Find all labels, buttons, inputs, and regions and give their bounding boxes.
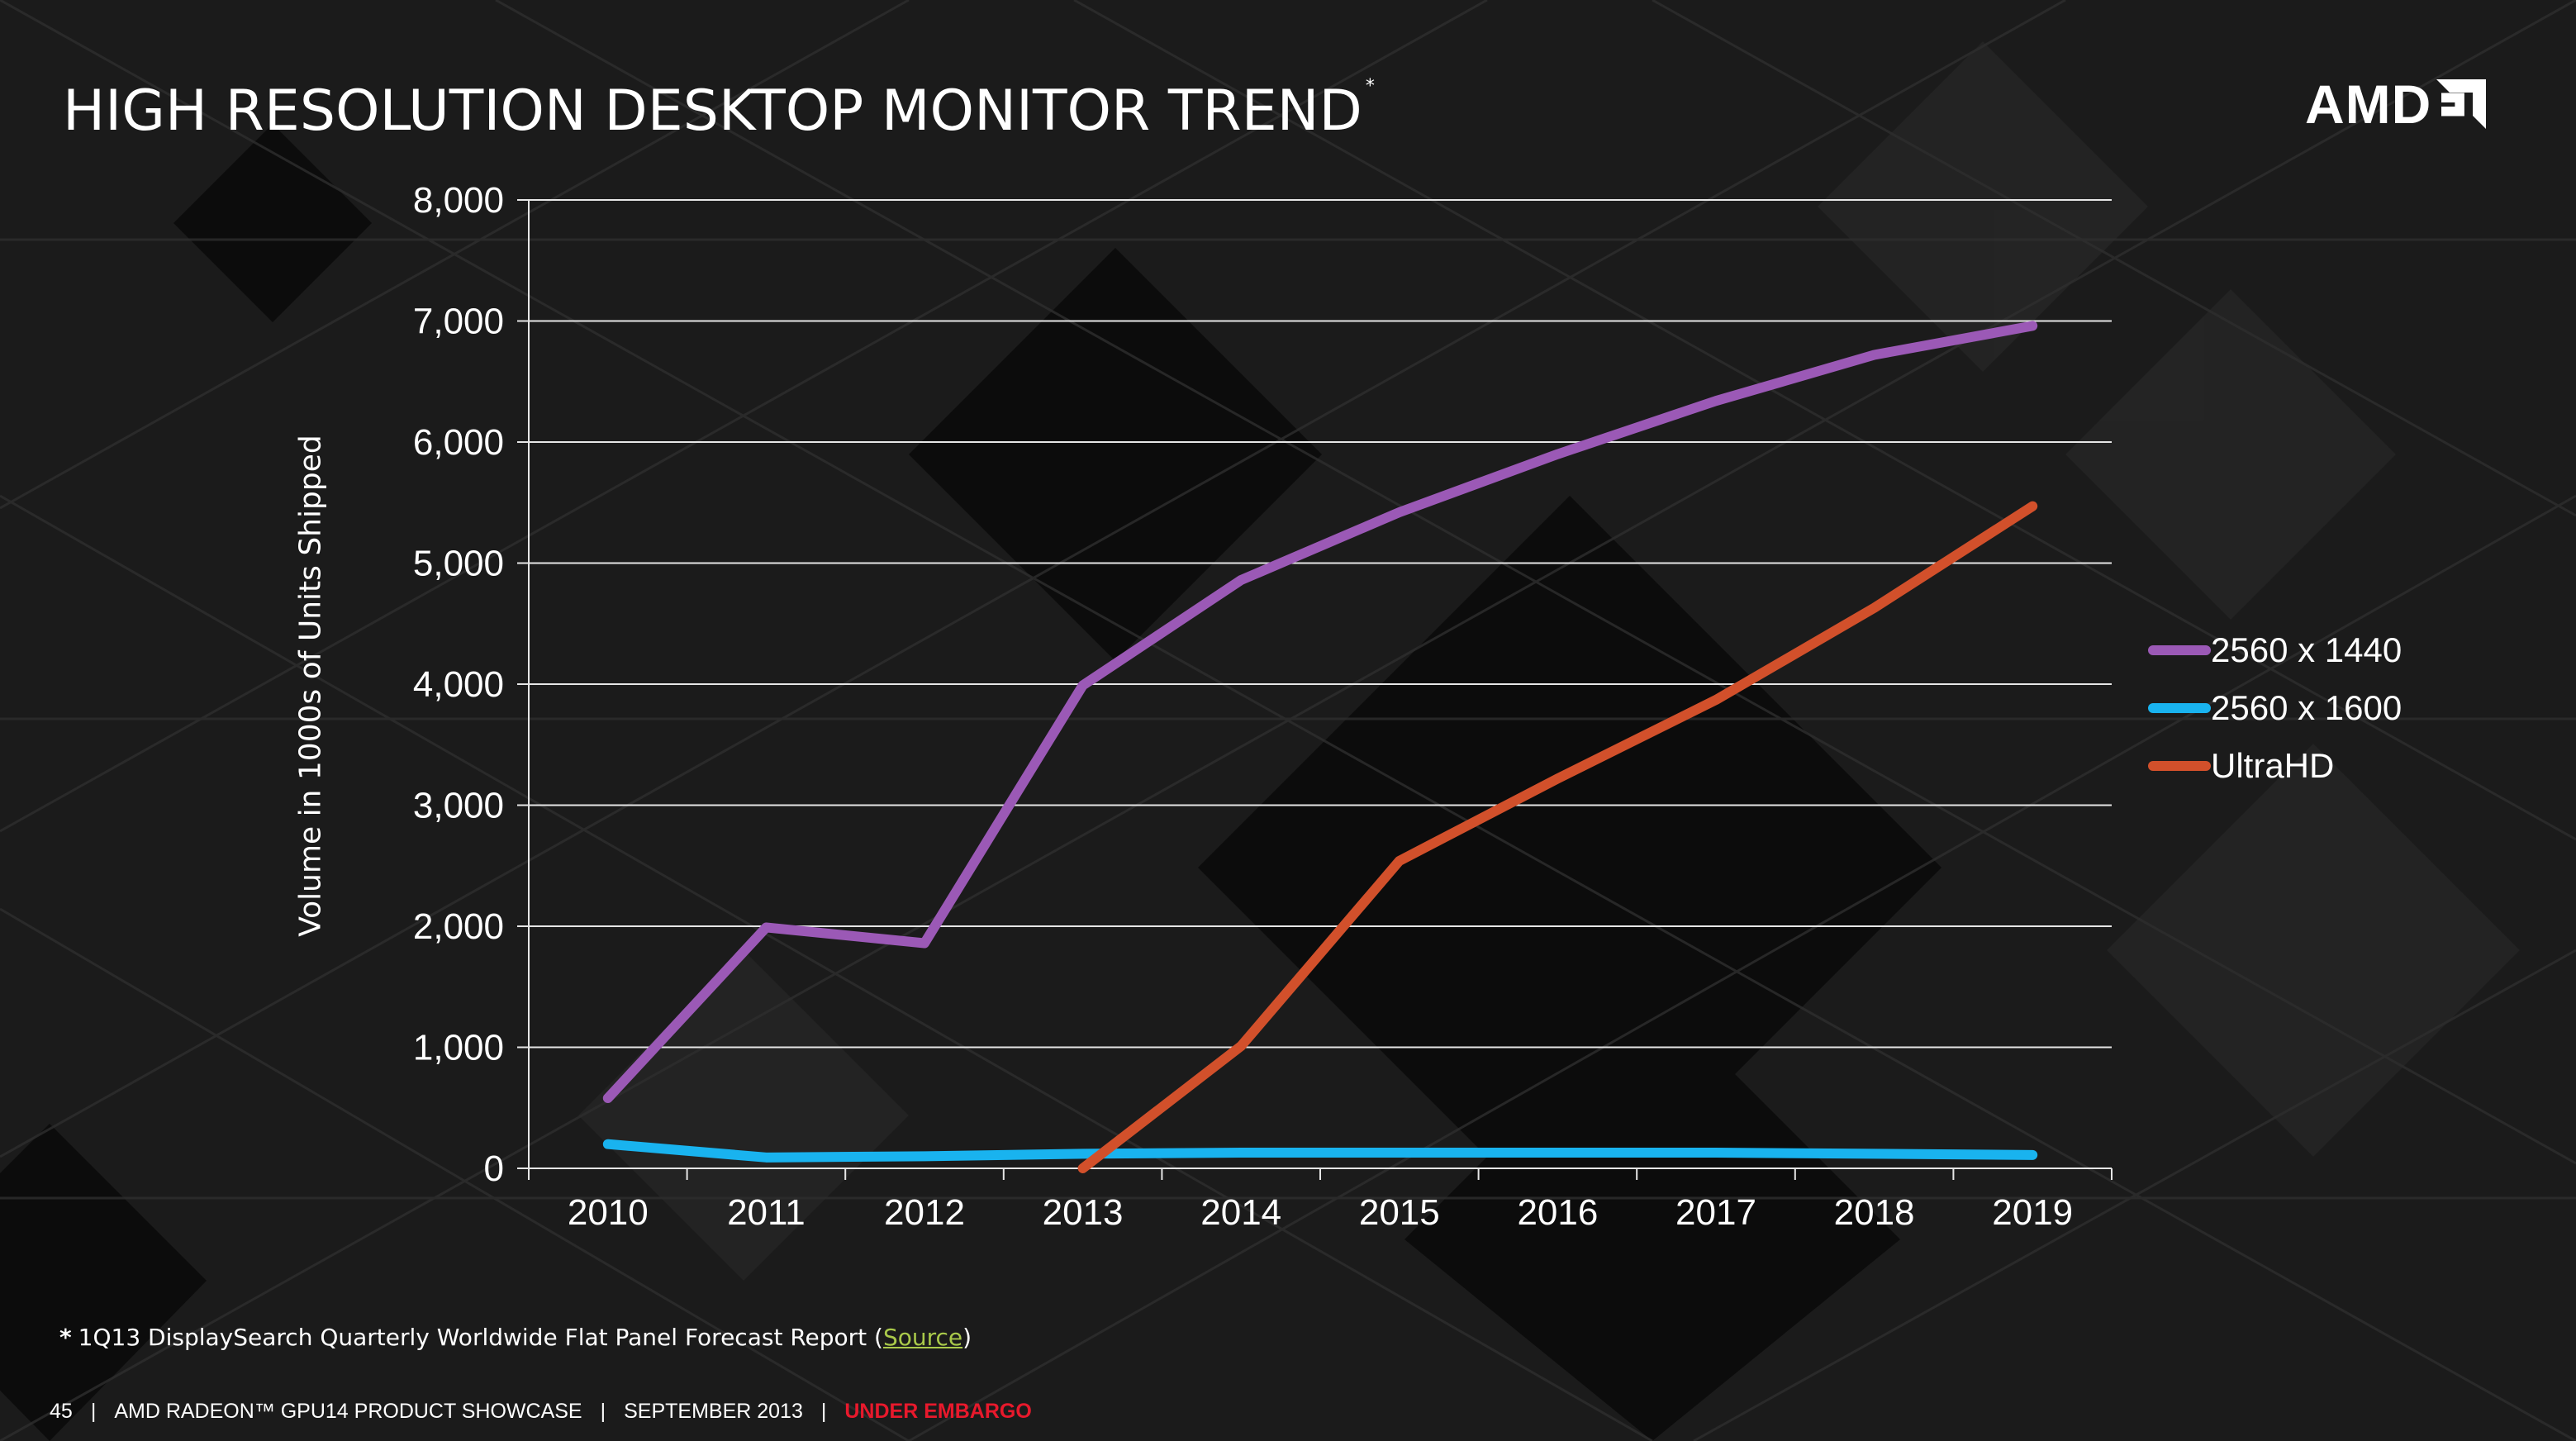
legend-swatch [2148, 703, 2211, 713]
legend-swatch [2148, 761, 2211, 771]
page-number: 45 [50, 1400, 73, 1423]
series-lines [602, 321, 2038, 1173]
footnote: * 1Q13 DisplaySearch Quarterly Worldwide … [59, 1324, 972, 1351]
slide-title-text: HIGH RESOLUTION DESKTOP MONITOR TREND [63, 78, 1362, 144]
footer-separator: | [600, 1400, 606, 1423]
x-tick-label: 2017 [1675, 1192, 1756, 1233]
x-tick-label: 2015 [1359, 1192, 1440, 1233]
y-tick-label: 8,000 [413, 180, 504, 221]
footer-separator: | [820, 1400, 827, 1423]
legend-item: 2560 x 1600 [2148, 679, 2402, 737]
legend-item: 2560 x 1440 [2148, 621, 2402, 679]
footer-separator: | [90, 1400, 97, 1423]
y-tick-label: 1,000 [413, 1028, 504, 1068]
legend-label: 2560 x 1440 [2211, 630, 2403, 669]
footnote-text: 1Q13 DisplaySearch Quarterly Worldwide F… [78, 1324, 883, 1351]
x-tick-label: 2010 [568, 1192, 649, 1233]
gridlines [529, 199, 2112, 1049]
tick-labels: 0 1,000 2,000 3,000 4,000 5,000 6,000 7,000 8,00… [413, 180, 2073, 1233]
amd-arrow-icon [2436, 79, 2487, 129]
footer-event: AMD RADEON™ GPU14 PRODUCT SHOWCASE [114, 1400, 582, 1423]
footer: 45 | AMD RADEON™ GPU14 PRODUCT SHOWCASE | SE… [50, 1400, 1032, 1424]
slide-title: HIGH RESOLUTION DESKTOP MONITOR TREND * [63, 76, 1375, 144]
amd-logo: AMD [2305, 73, 2487, 136]
title-footnote-mark: * [1365, 76, 1375, 97]
x-tick-label: 2012 [884, 1192, 965, 1233]
legend-label: UltraHD [2211, 746, 2335, 785]
series-line [602, 1139, 2038, 1163]
x-tick-label: 2019 [1992, 1192, 2073, 1233]
y-tick-label: 3,000 [413, 786, 504, 826]
series-line [602, 321, 2038, 1104]
y-tick-label: 0 [484, 1149, 504, 1189]
y-tick-label: 6,000 [413, 422, 504, 463]
footnote-close: ) [962, 1324, 972, 1351]
series-line [1077, 501, 2038, 1173]
x-tick-label: 2018 [1834, 1192, 1915, 1233]
x-tick-label: 2011 [727, 1192, 806, 1233]
x-tick-label: 2014 [1200, 1192, 1281, 1233]
legend-swatch [2148, 645, 2211, 655]
legend-item: UltraHD [2148, 737, 2402, 795]
y-tick-label: 5,000 [413, 544, 504, 584]
footer-date: SEPTEMBER 2013 [624, 1400, 803, 1423]
embargo-label: UNDER EMBARGO [844, 1400, 1032, 1423]
y-tick-label: 4,000 [413, 664, 504, 705]
y-tick-label: 2,000 [413, 906, 504, 947]
legend-label: 2560 x 1600 [2211, 688, 2403, 727]
x-tick-label: 2013 [1043, 1192, 1124, 1233]
axes [517, 199, 2113, 1180]
x-tick-label: 2016 [1517, 1192, 1598, 1233]
legend: 2560 x 1440 2560 x 1600 UltraHD [2148, 621, 2402, 795]
y-tick-label: 7,000 [413, 302, 504, 342]
footnote-star: * [59, 1324, 72, 1351]
amd-logo-text: AMD [2305, 74, 2432, 135]
source-link[interactable]: Source [882, 1324, 963, 1351]
